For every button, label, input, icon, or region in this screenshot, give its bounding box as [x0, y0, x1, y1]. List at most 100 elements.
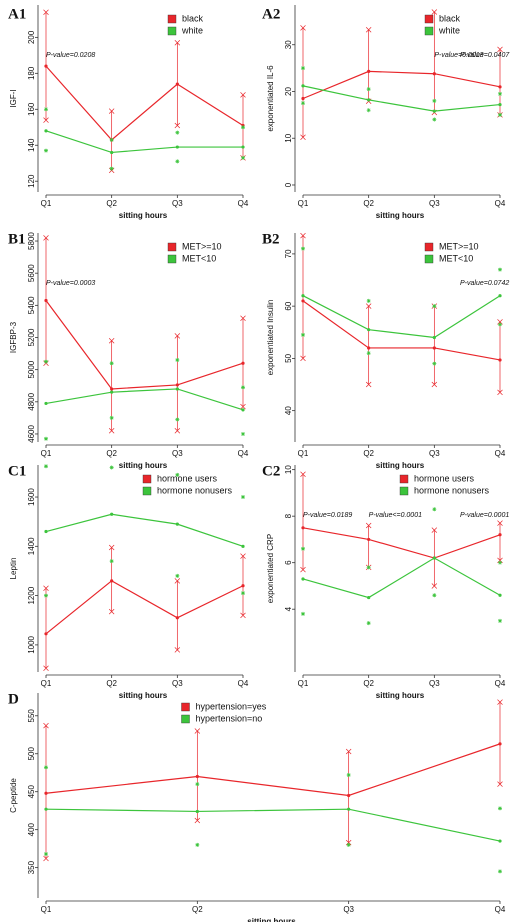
- legend-label: black: [182, 13, 204, 23]
- y-tick-label: 5600: [27, 264, 36, 282]
- p-value-annotation: P-value=0.0003: [46, 280, 95, 287]
- legend-swatch: [424, 242, 434, 252]
- range-point: [366, 87, 371, 92]
- x-tick-label: Q3: [429, 199, 440, 208]
- y-tick-label: 120: [27, 174, 36, 188]
- error-cap: [43, 235, 49, 241]
- error-cap: [108, 427, 115, 434]
- legend-swatch: [181, 702, 190, 712]
- panel-label: A2: [262, 6, 280, 22]
- data-point: [367, 595, 371, 600]
- error-cap: [300, 471, 306, 478]
- error-cap: [497, 520, 503, 526]
- range-point: [498, 618, 502, 623]
- series-line: [45, 513, 244, 547]
- y-tick-label: 6: [284, 560, 293, 565]
- error-cap: [345, 839, 352, 846]
- error-cap: [43, 585, 49, 591]
- error-cap: [497, 319, 503, 325]
- range-point: [241, 125, 245, 130]
- error-cap: [194, 817, 201, 824]
- legend-swatch: [167, 254, 177, 264]
- error-cap: [431, 9, 438, 15]
- data-point: [347, 807, 351, 811]
- range-point: [175, 472, 180, 477]
- error-cap: [240, 612, 246, 619]
- data-point: [367, 328, 371, 332]
- y-tick-label: 1200: [27, 586, 36, 604]
- data-point: [498, 294, 502, 298]
- legend-label: MET>=10: [439, 241, 479, 251]
- legend-label: hormone nonusers: [414, 485, 490, 495]
- series-line: [302, 557, 501, 599]
- x-tick-label: Q4: [495, 449, 506, 458]
- x-tick-label: Q3: [172, 679, 183, 688]
- data-point: [498, 839, 502, 843]
- y-tick-label: 4800: [27, 392, 36, 410]
- series-line: [45, 300, 244, 390]
- data-point: [110, 150, 114, 155]
- range-point: [498, 560, 502, 565]
- x-axis-label: sitting hours: [376, 211, 425, 220]
- data-point: [241, 544, 245, 548]
- x-tick-label: Q3: [172, 449, 183, 458]
- y-tick-label: 8: [284, 513, 293, 518]
- data-point: [301, 84, 305, 88]
- range-point: [175, 358, 180, 363]
- data-point: [241, 145, 245, 149]
- range-point: [432, 593, 437, 598]
- legend-label: black: [439, 13, 461, 23]
- data-point: [432, 109, 436, 113]
- error-cap: [240, 403, 246, 410]
- y-tick-label: 5200: [27, 328, 36, 346]
- range-point: [498, 806, 502, 811]
- y-tick-label: 40: [284, 406, 293, 415]
- p-value-annotation: P-value=0.0407: [460, 52, 510, 59]
- y-tick-label: 5400: [27, 296, 36, 314]
- error-cap: [174, 40, 181, 46]
- y-tick-label: 140: [27, 138, 36, 152]
- range-point: [366, 351, 371, 356]
- error-cap: [300, 25, 306, 31]
- data-point: [175, 387, 179, 391]
- error-cap: [240, 315, 246, 321]
- error-cap: [174, 578, 181, 584]
- range-point: [241, 495, 245, 500]
- error-cap: [194, 728, 201, 734]
- range-point: [432, 117, 437, 122]
- error-cap: [174, 647, 181, 653]
- x-tick-label: Q2: [106, 449, 117, 458]
- range-point: [301, 66, 305, 71]
- chart-panel: C1 1000 1200 1400 1600 Q1 Q2 Q3 Q4 sitting hours L…: [8, 463, 249, 700]
- error-cap: [174, 427, 181, 434]
- error-cap: [300, 134, 306, 141]
- y-tick-label: 200: [27, 30, 36, 44]
- range-point: [346, 842, 351, 847]
- range-point: [498, 267, 502, 272]
- y-tick-label: 70: [284, 249, 293, 258]
- y-tick-label: 50: [284, 353, 293, 362]
- x-tick-label: Q1: [41, 449, 52, 458]
- x-tick-label: Q2: [363, 679, 374, 688]
- y-tick-label: 160: [27, 102, 36, 116]
- series-line: [45, 743, 501, 797]
- y-tick-label: 10: [284, 133, 293, 142]
- legend-label: hormone users: [414, 473, 475, 483]
- p-value-annotation: P-value=0.0189: [303, 512, 352, 519]
- legend-label: white: [181, 25, 203, 35]
- error-cap: [43, 722, 49, 729]
- y-tick-label: 400: [27, 822, 36, 836]
- data-point: [44, 529, 48, 534]
- range-point: [366, 298, 371, 303]
- x-tick-label: Q2: [106, 199, 117, 208]
- p-value-annotation: P-value=0.0013: [434, 52, 483, 59]
- data-point: [432, 556, 436, 560]
- panel-label: B1: [8, 231, 26, 247]
- y-tick-label: 450: [27, 784, 36, 798]
- legend-label: hormone nonusers: [157, 485, 233, 495]
- range-point: [432, 361, 437, 366]
- panel-label: A1: [8, 6, 26, 22]
- series-line: [302, 527, 501, 559]
- y-tick-label: 350: [27, 860, 36, 874]
- error-cap: [497, 781, 503, 787]
